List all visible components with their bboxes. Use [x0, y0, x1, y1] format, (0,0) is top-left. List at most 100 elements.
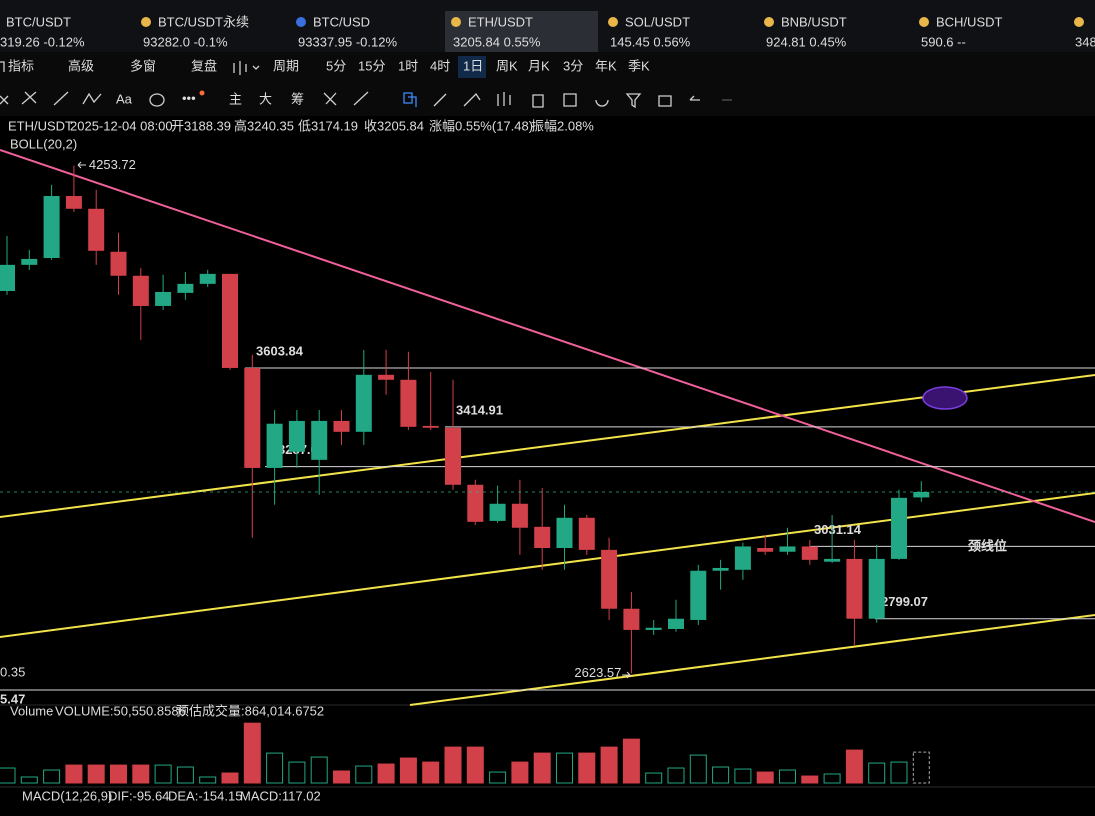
candle-body: [222, 273, 238, 368]
info-label: 涨幅: [429, 118, 455, 133]
candle-body: [0, 264, 15, 292]
toolbar-item[interactable]: 周期: [273, 58, 299, 73]
candle-body: [489, 503, 506, 521]
toolbar-item[interactable]: 年K: [595, 58, 617, 73]
volume-bar: [199, 776, 217, 784]
candle-body: [913, 491, 930, 498]
candle-body: [378, 374, 395, 380]
ticker-symbol[interactable]: BTC/USD: [313, 14, 370, 29]
info-label: 振幅: [531, 118, 557, 133]
volume-bar: [65, 764, 83, 784]
macd-legend: DIF:-95.64: [108, 788, 169, 803]
volume-bar: [377, 763, 395, 784]
toolbar-item[interactable]: 4时: [430, 58, 450, 73]
candle-body: [311, 420, 328, 460]
candle-body: [266, 423, 283, 468]
candle-body: [891, 497, 907, 559]
volume-bar: [20, 776, 38, 784]
active-period: [458, 56, 486, 78]
toolbar-item[interactable]: 15分: [358, 58, 385, 73]
volume-bar: [712, 766, 730, 784]
more-tools[interactable]: •••: [182, 90, 196, 105]
volume-bar: [422, 761, 440, 784]
volume-legend: VOLUME:50,550.8586: [55, 703, 186, 718]
coin-icon: [764, 17, 774, 27]
tool-button[interactable]: 主: [229, 91, 242, 106]
volume-bar: [266, 752, 284, 784]
candle-body: [868, 558, 885, 619]
level-label: 5.47: [0, 691, 25, 706]
candle-body: [333, 420, 350, 432]
candle-body: [734, 546, 751, 570]
tool-button[interactable]: 大: [259, 91, 272, 106]
volume-bar: [533, 752, 551, 784]
ticker-symbol[interactable]: BTC/USDT: [6, 14, 71, 29]
candle-body: [21, 258, 38, 265]
volume-bar: [756, 771, 774, 784]
indicator-label: BOLL(20,2): [10, 136, 77, 151]
ticker-quote: 145.45 0.56%: [610, 34, 691, 49]
toolbar-item[interactable]: 月K: [528, 58, 550, 73]
candle-body: [199, 273, 216, 284]
volume-bar: [845, 749, 863, 784]
ticker-symbol[interactable]: BTC/USDT永续: [158, 14, 249, 29]
volume-bar: [890, 761, 908, 784]
info-value: 3240.35: [247, 118, 294, 133]
volume-bar: [600, 746, 618, 784]
toolbar-item[interactable]: 指标: [8, 58, 34, 73]
toolbar-item[interactable]: 5分: [326, 58, 346, 73]
toolbar-item[interactable]: 周K: [496, 58, 518, 73]
info-time: 2025-12-04 08:00: [70, 118, 173, 133]
toolbar-item[interactable]: 复盘: [191, 58, 217, 73]
info-value: 2.08%: [557, 118, 594, 133]
candle-body: [155, 291, 172, 306]
volume-bar: [734, 768, 752, 784]
volume-bar: [0, 767, 16, 784]
ticker-symbol[interactable]: BCH/USDT: [936, 14, 1003, 29]
info-label: 高: [234, 118, 247, 133]
volume-bar: [444, 746, 462, 784]
tool-button[interactable]: 筹: [291, 91, 304, 106]
volume-bar: [43, 769, 61, 784]
volume-bar: [333, 770, 350, 784]
level-label: 2799.07: [881, 594, 928, 609]
ticker-symbol[interactable]: SOL/USDT: [625, 14, 690, 29]
volume-bar: [288, 761, 306, 784]
info-value: 0.55%(17.48): [455, 118, 533, 133]
toolbar-item[interactable]: 1时: [398, 58, 418, 73]
toolbar-item[interactable]: 多窗: [130, 58, 156, 73]
volume-bar: [578, 752, 596, 784]
candle-body: [712, 567, 729, 571]
macd-legend: MACD:117.02: [240, 788, 321, 803]
ticker-quote: 590.6 --: [921, 34, 966, 49]
toolbar-item[interactable]: 3分: [563, 58, 583, 73]
toolbar-bg: [0, 52, 1095, 116]
volume-bar: [87, 764, 105, 784]
ticker-symbol[interactable]: ETH/USDT: [468, 14, 533, 29]
toolbar-item[interactable]: 季K: [628, 58, 650, 73]
ticker-symbol[interactable]: BNB/USDT: [781, 14, 847, 29]
candle-body: [757, 548, 774, 552]
level-label: 3031.14: [814, 522, 862, 537]
candle-body: [422, 425, 439, 428]
toolbar-item[interactable]: 1日: [463, 58, 483, 73]
candle-body: [623, 608, 640, 630]
ticker-quote: 924.81 0.45%: [766, 34, 847, 49]
candle-body: [88, 208, 105, 251]
volume-bar: [221, 772, 239, 784]
tool-icons: [0, 61, 732, 109]
info-label: 收: [364, 118, 377, 133]
volume-bar: [489, 771, 507, 784]
coin-icon: [1074, 17, 1084, 27]
text-tool[interactable]: Aa: [116, 91, 133, 106]
annotation: 颈线位: [968, 538, 1007, 553]
candle-body: [244, 367, 261, 468]
volume-bar: [310, 756, 328, 784]
toolbar-item[interactable]: 高级: [68, 58, 94, 73]
low-label: 2623.57: [574, 665, 621, 680]
candle-body: [824, 558, 841, 562]
level-label: 0.35: [0, 664, 25, 679]
candle-body: [43, 196, 60, 258]
